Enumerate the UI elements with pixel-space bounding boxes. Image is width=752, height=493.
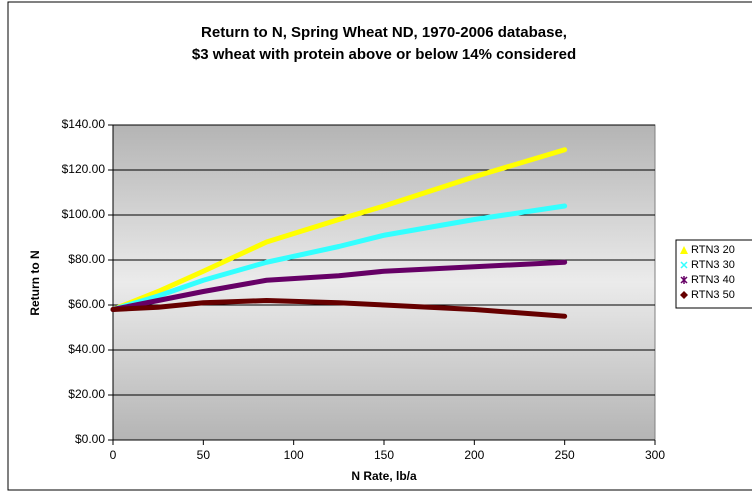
x-tick-label: 250 (555, 448, 575, 462)
legend-label: RTN3 30 (691, 259, 735, 271)
chart-title: Return to N, Spring Wheat ND, 1970-2006 … (201, 24, 567, 41)
y-tick-label: $40.00 (68, 342, 105, 356)
y-tick-label: $140.00 (62, 117, 106, 131)
legend-marker (680, 276, 688, 284)
x-tick-label: 50 (197, 448, 211, 462)
y-tick-label: $60.00 (68, 297, 105, 311)
chart-title: $3 wheat with protein above or below 14%… (192, 46, 576, 63)
legend-label: RTN3 20 (691, 244, 735, 256)
x-tick-label: 0 (110, 448, 117, 462)
y-tick-label: $80.00 (68, 252, 105, 266)
y-axis-title: Return to N (28, 250, 42, 315)
x-axis-title: N Rate, lb/a (351, 469, 417, 483)
y-tick-label: $0.00 (75, 432, 105, 446)
x-tick-label: 200 (464, 448, 484, 462)
series-line (110, 298, 568, 319)
legend-label: RTN3 50 (691, 289, 735, 301)
x-tick-label: 300 (645, 448, 665, 462)
legend-marker (680, 291, 688, 299)
legend-marker (680, 261, 688, 269)
x-tick-label: 150 (374, 448, 394, 462)
x-tick-label: 100 (284, 448, 304, 462)
series-line (110, 203, 568, 312)
y-tick-label: $120.00 (62, 162, 106, 176)
legend-label: RTN3 40 (691, 274, 735, 286)
series-line (110, 259, 568, 312)
series-line (110, 147, 568, 312)
legend-marker (680, 246, 688, 254)
y-tick-label: $100.00 (62, 207, 106, 221)
legend-box (675, 239, 752, 309)
y-tick-label: $20.00 (68, 387, 105, 401)
